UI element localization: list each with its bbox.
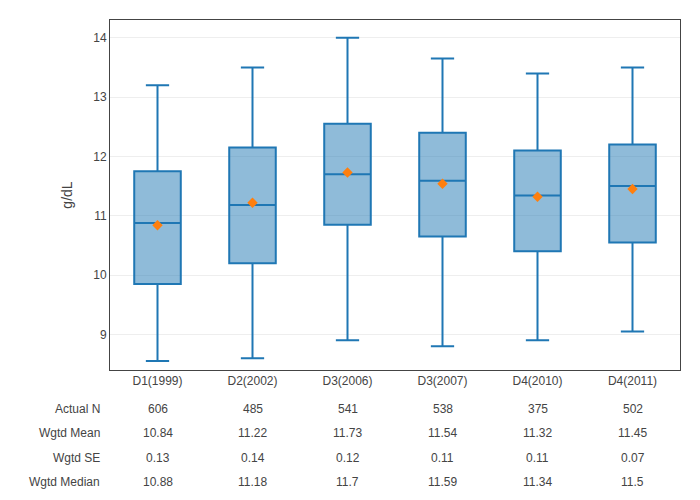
svg-text:0.13: 0.13	[146, 451, 170, 465]
svg-text:538: 538	[433, 402, 453, 416]
svg-text:11.59: 11.59	[428, 475, 457, 489]
svg-text:11.34: 11.34	[523, 475, 552, 489]
svg-text:11.22: 11.22	[238, 426, 267, 440]
svg-text:11.73: 11.73	[333, 426, 362, 440]
svg-text:Wgtd SE: Wgtd SE	[53, 451, 100, 465]
svg-text:g/dL: g/dL	[59, 181, 75, 208]
svg-text:D4(2011): D4(2011)	[608, 374, 657, 388]
svg-text:502: 502	[623, 402, 643, 416]
svg-text:10.88: 10.88	[143, 475, 173, 489]
svg-text:0.11: 0.11	[526, 451, 549, 465]
svg-text:485: 485	[243, 402, 263, 416]
svg-text:0.11: 0.11	[431, 451, 454, 465]
svg-text:375: 375	[528, 402, 548, 416]
svg-text:14: 14	[93, 31, 107, 45]
svg-text:10: 10	[93, 268, 107, 282]
svg-text:12: 12	[93, 150, 107, 164]
svg-text:606: 606	[148, 402, 168, 416]
svg-text:11.5: 11.5	[621, 475, 644, 489]
svg-text:D2(2002): D2(2002)	[227, 374, 277, 388]
svg-text:11.32: 11.32	[523, 426, 552, 440]
svg-text:9: 9	[100, 328, 107, 342]
svg-text:D3(2007): D3(2007)	[417, 374, 467, 388]
svg-text:10.84: 10.84	[143, 426, 173, 440]
svg-text:0.14: 0.14	[241, 451, 265, 465]
svg-text:Wgtd Mean: Wgtd Mean	[39, 426, 100, 440]
svg-text:11.45: 11.45	[618, 426, 647, 440]
svg-text:D3(2006): D3(2006)	[322, 374, 372, 388]
svg-text:0.12: 0.12	[336, 451, 360, 465]
svg-text:13: 13	[93, 90, 107, 104]
svg-text:D1(1999): D1(1999)	[132, 374, 182, 388]
svg-text:11.7: 11.7	[336, 475, 359, 489]
svg-text:541: 541	[338, 402, 358, 416]
svg-text:11: 11	[94, 209, 107, 223]
svg-text:11.18: 11.18	[238, 475, 267, 489]
svg-text:D4(2010): D4(2010)	[512, 374, 562, 388]
svg-text:Wgtd Median: Wgtd Median	[29, 475, 100, 489]
svg-text:0.07: 0.07	[621, 451, 645, 465]
svg-text:11.54: 11.54	[428, 426, 457, 440]
svg-text:Actual N: Actual N	[55, 402, 100, 416]
